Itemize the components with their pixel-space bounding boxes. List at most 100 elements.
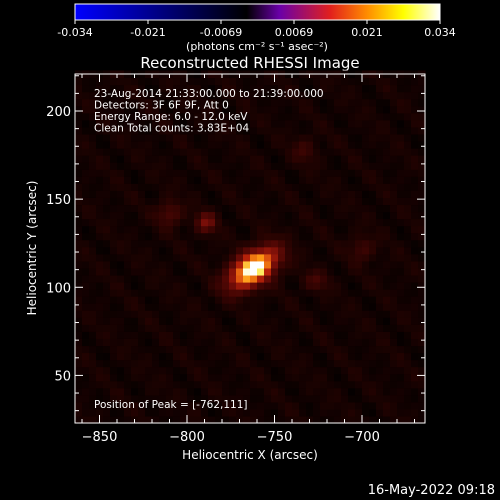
heatmap-cell xyxy=(82,204,90,213)
heatmap-cell xyxy=(278,84,286,93)
heatmap-cell xyxy=(306,317,314,325)
heatmap-cell xyxy=(103,296,111,304)
heatmap-cell xyxy=(138,91,146,100)
heatmap-cell xyxy=(159,211,167,220)
heatmap-cell xyxy=(131,176,139,184)
heatmap-cell xyxy=(229,155,237,163)
heatmap-cell xyxy=(173,345,181,354)
heatmap-cell xyxy=(313,232,321,241)
heatmap-cell xyxy=(243,183,251,191)
heatmap-cell xyxy=(348,359,356,368)
heatmap-cell xyxy=(285,267,293,276)
heatmap-cell xyxy=(96,317,104,325)
heatmap-cell xyxy=(236,140,244,149)
heatmap-cell xyxy=(131,239,139,248)
heatmap-cell xyxy=(418,112,426,121)
heatmap-cell xyxy=(180,232,188,241)
heatmap-cell xyxy=(250,140,258,149)
heatmap-cell xyxy=(117,133,125,142)
heatmap-cell xyxy=(243,140,251,149)
heatmap-cell xyxy=(222,197,230,206)
heatmap-cell xyxy=(75,387,83,396)
heatmap-cell xyxy=(194,133,202,142)
heatmap-cell xyxy=(215,204,223,213)
heatmap-cell xyxy=(138,148,146,156)
heatmap-cell xyxy=(166,239,174,248)
heatmap-cell xyxy=(75,211,83,220)
heatmap-cell xyxy=(159,331,167,339)
heatmap-cell xyxy=(159,359,167,368)
heatmap-cell xyxy=(299,232,307,241)
heatmap-cell xyxy=(208,352,216,361)
heatmap-cell xyxy=(320,190,328,198)
heatmap-cell xyxy=(264,155,272,163)
heatmap-cell xyxy=(96,204,104,213)
heatmap-cell xyxy=(271,246,279,255)
heatmap-cell xyxy=(411,239,419,248)
heatmap-cell xyxy=(110,352,118,361)
heatmap-cell xyxy=(89,148,97,156)
heatmap-cell xyxy=(173,225,181,234)
heatmap-cell xyxy=(362,331,370,339)
heatmap-cell xyxy=(250,112,258,121)
heatmap-cell xyxy=(299,401,307,410)
heatmap-cell xyxy=(306,169,314,177)
heatmap-cell xyxy=(278,345,286,354)
heatmap-cell xyxy=(131,84,139,93)
heatmap-cell xyxy=(243,204,251,213)
heatmap-cell xyxy=(208,112,216,121)
heatmap-cell xyxy=(334,225,342,234)
heatmap-cell xyxy=(75,98,83,107)
heatmap-cell xyxy=(166,211,174,220)
heatmap-cell xyxy=(201,133,209,142)
heatmap-cell xyxy=(187,331,195,339)
heatmap-cell xyxy=(103,289,111,297)
heatmap-cell xyxy=(138,98,146,107)
heatmap-cell xyxy=(355,260,363,269)
heatmap-cell xyxy=(208,126,216,135)
heatmap-cell xyxy=(124,197,132,206)
heatmap-cell xyxy=(236,239,244,248)
heatmap-cell xyxy=(236,225,244,234)
heatmap-cell xyxy=(96,133,104,142)
heatmap-cell xyxy=(96,119,104,128)
heatmap-cell xyxy=(250,176,258,184)
x-tick-label: −850 xyxy=(82,430,118,445)
heatmap-cell xyxy=(75,133,83,142)
heatmap-cell xyxy=(89,232,97,241)
heatmap-cell xyxy=(369,281,377,290)
heatmap-cell xyxy=(96,296,104,304)
heatmap-cell xyxy=(376,253,384,262)
heatmap-cell xyxy=(215,310,223,318)
heatmap-cell xyxy=(138,260,146,269)
heatmap-cell xyxy=(243,148,251,156)
heatmap-cell xyxy=(383,119,391,128)
heatmap-cell xyxy=(313,211,321,220)
heatmap-cell xyxy=(250,155,258,163)
heatmap-cell xyxy=(180,91,188,100)
heatmap-cell xyxy=(138,331,146,339)
heatmap-cell xyxy=(264,197,272,206)
heatmap-cell xyxy=(208,148,216,156)
heatmap-cell xyxy=(362,415,370,424)
heatmap-cell xyxy=(82,352,90,361)
heatmap-cell xyxy=(313,126,321,135)
heatmap-cell xyxy=(152,91,160,100)
heatmap-cell xyxy=(320,267,328,276)
heatmap-cell xyxy=(201,148,209,156)
heatmap-cell xyxy=(131,352,139,361)
heatmap-cell xyxy=(180,225,188,234)
heatmap-cell xyxy=(257,119,265,128)
heatmap-cell xyxy=(397,162,405,170)
heatmap-cell xyxy=(278,303,286,311)
heatmap-cell xyxy=(159,373,167,382)
heatmap-cell xyxy=(327,112,335,121)
heatmap-cell xyxy=(292,197,300,206)
heatmap-cell xyxy=(348,91,356,100)
heatmap-cell xyxy=(390,98,398,107)
heatmap-cell xyxy=(320,366,328,375)
heatmap-cell xyxy=(138,274,146,283)
heatmap-cell xyxy=(334,246,342,255)
heatmap-cell xyxy=(215,112,223,121)
heatmap-cell xyxy=(390,253,398,262)
